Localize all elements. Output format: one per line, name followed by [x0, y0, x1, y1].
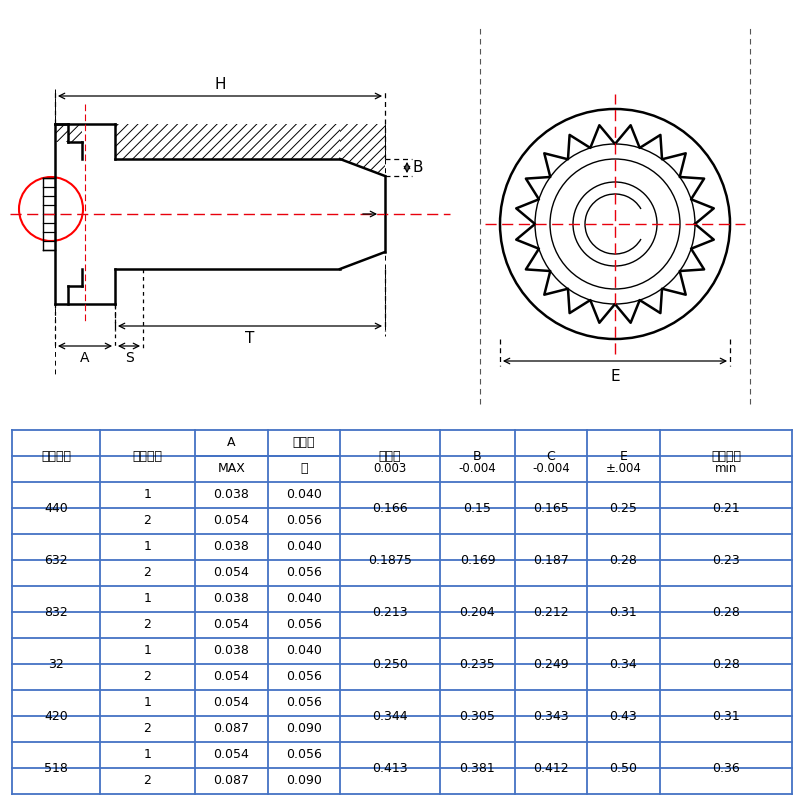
- Text: S: S: [125, 351, 134, 365]
- Text: 0.187: 0.187: [533, 554, 569, 566]
- Text: 板孔径: 板孔径: [378, 450, 402, 462]
- Text: 2: 2: [143, 774, 151, 787]
- Text: 0.212: 0.212: [533, 606, 569, 618]
- Text: 0.038: 0.038: [214, 489, 250, 502]
- Text: 0.040: 0.040: [286, 489, 322, 502]
- Text: 1: 1: [143, 489, 151, 502]
- Text: 2: 2: [143, 514, 151, 527]
- Text: 1: 1: [143, 593, 151, 606]
- Text: C: C: [546, 450, 555, 462]
- Text: 0.235: 0.235: [460, 658, 495, 670]
- Text: 0.413: 0.413: [372, 762, 408, 774]
- Text: 440: 440: [44, 502, 68, 514]
- Text: B: B: [473, 450, 482, 462]
- Text: 0.003: 0.003: [374, 462, 406, 475]
- Text: 0.305: 0.305: [459, 710, 495, 722]
- Text: 632: 632: [44, 554, 68, 566]
- Text: 0.040: 0.040: [286, 645, 322, 658]
- Text: 0.250: 0.250: [372, 658, 408, 670]
- Text: 0.038: 0.038: [214, 541, 250, 554]
- Text: 0.056: 0.056: [286, 514, 322, 527]
- Text: 0.249: 0.249: [533, 658, 569, 670]
- Text: 0.28: 0.28: [610, 554, 638, 566]
- Text: 0.31: 0.31: [610, 606, 638, 618]
- Text: 1: 1: [143, 697, 151, 710]
- Text: 0.204: 0.204: [460, 606, 495, 618]
- Text: 0.344: 0.344: [372, 710, 408, 722]
- Text: 0.054: 0.054: [214, 670, 250, 683]
- Text: 0.21: 0.21: [712, 502, 740, 514]
- Text: 0.090: 0.090: [286, 722, 322, 735]
- Text: 2: 2: [143, 722, 151, 735]
- Text: 0.054: 0.054: [214, 618, 250, 631]
- Text: 2: 2: [143, 566, 151, 579]
- Text: 厚: 厚: [300, 462, 308, 475]
- Text: 0.090: 0.090: [286, 774, 322, 787]
- Text: A: A: [227, 437, 236, 450]
- Text: 0.040: 0.040: [286, 541, 322, 554]
- Text: 0.054: 0.054: [214, 514, 250, 527]
- Text: 0.381: 0.381: [460, 762, 495, 774]
- Text: 0.31: 0.31: [712, 710, 740, 722]
- Text: 0.166: 0.166: [372, 502, 408, 514]
- Text: min: min: [715, 462, 737, 475]
- Text: 0.040: 0.040: [286, 593, 322, 606]
- Text: 0.343: 0.343: [533, 710, 569, 722]
- Text: MAX: MAX: [218, 462, 246, 475]
- Text: A: A: [80, 351, 90, 365]
- Text: 规格代号: 规格代号: [133, 450, 162, 462]
- Text: 0.165: 0.165: [533, 502, 569, 514]
- Text: T: T: [246, 331, 254, 346]
- Text: 2: 2: [143, 618, 151, 631]
- Text: 0.213: 0.213: [372, 606, 408, 618]
- Text: -0.004: -0.004: [458, 462, 496, 475]
- Text: 832: 832: [44, 606, 68, 618]
- Text: 0.169: 0.169: [460, 554, 495, 566]
- Text: 0.28: 0.28: [712, 658, 740, 670]
- Text: 0.056: 0.056: [286, 697, 322, 710]
- Text: 1: 1: [143, 541, 151, 554]
- Text: 0.038: 0.038: [214, 593, 250, 606]
- Text: 0.412: 0.412: [533, 762, 569, 774]
- Text: -0.004: -0.004: [532, 462, 570, 475]
- Text: 0.087: 0.087: [214, 722, 250, 735]
- Text: 1: 1: [143, 645, 151, 658]
- Text: 0.28: 0.28: [712, 606, 740, 618]
- Text: 0.054: 0.054: [214, 749, 250, 762]
- Text: 0.054: 0.054: [214, 697, 250, 710]
- Text: 0.038: 0.038: [214, 645, 250, 658]
- Text: 32: 32: [48, 658, 64, 670]
- Text: 0.50: 0.50: [610, 762, 638, 774]
- Text: 0.34: 0.34: [610, 658, 638, 670]
- Text: 0.056: 0.056: [286, 749, 322, 762]
- Text: E: E: [610, 369, 620, 384]
- Text: 0.36: 0.36: [712, 762, 740, 774]
- Text: H: H: [214, 77, 226, 92]
- Text: 0.054: 0.054: [214, 566, 250, 579]
- Text: 0.1875: 0.1875: [368, 554, 412, 566]
- Text: E: E: [619, 450, 627, 462]
- Text: 0.23: 0.23: [712, 554, 740, 566]
- Text: 1: 1: [143, 749, 151, 762]
- Text: 0.25: 0.25: [610, 502, 638, 514]
- Text: 420: 420: [44, 710, 68, 722]
- Text: 螺纹代号: 螺纹代号: [41, 450, 71, 462]
- Text: B: B: [412, 160, 422, 175]
- Text: ±.004: ±.004: [606, 462, 642, 475]
- Text: 0.056: 0.056: [286, 618, 322, 631]
- Text: 0.056: 0.056: [286, 566, 322, 579]
- Text: 螺纹深度: 螺纹深度: [711, 450, 741, 462]
- Text: 0.087: 0.087: [214, 774, 250, 787]
- Text: 0.43: 0.43: [610, 710, 638, 722]
- Text: 0.056: 0.056: [286, 670, 322, 683]
- Text: 最小板: 最小板: [293, 437, 315, 450]
- Text: 2: 2: [143, 670, 151, 683]
- Text: 0.15: 0.15: [463, 502, 491, 514]
- Text: 518: 518: [44, 762, 68, 774]
